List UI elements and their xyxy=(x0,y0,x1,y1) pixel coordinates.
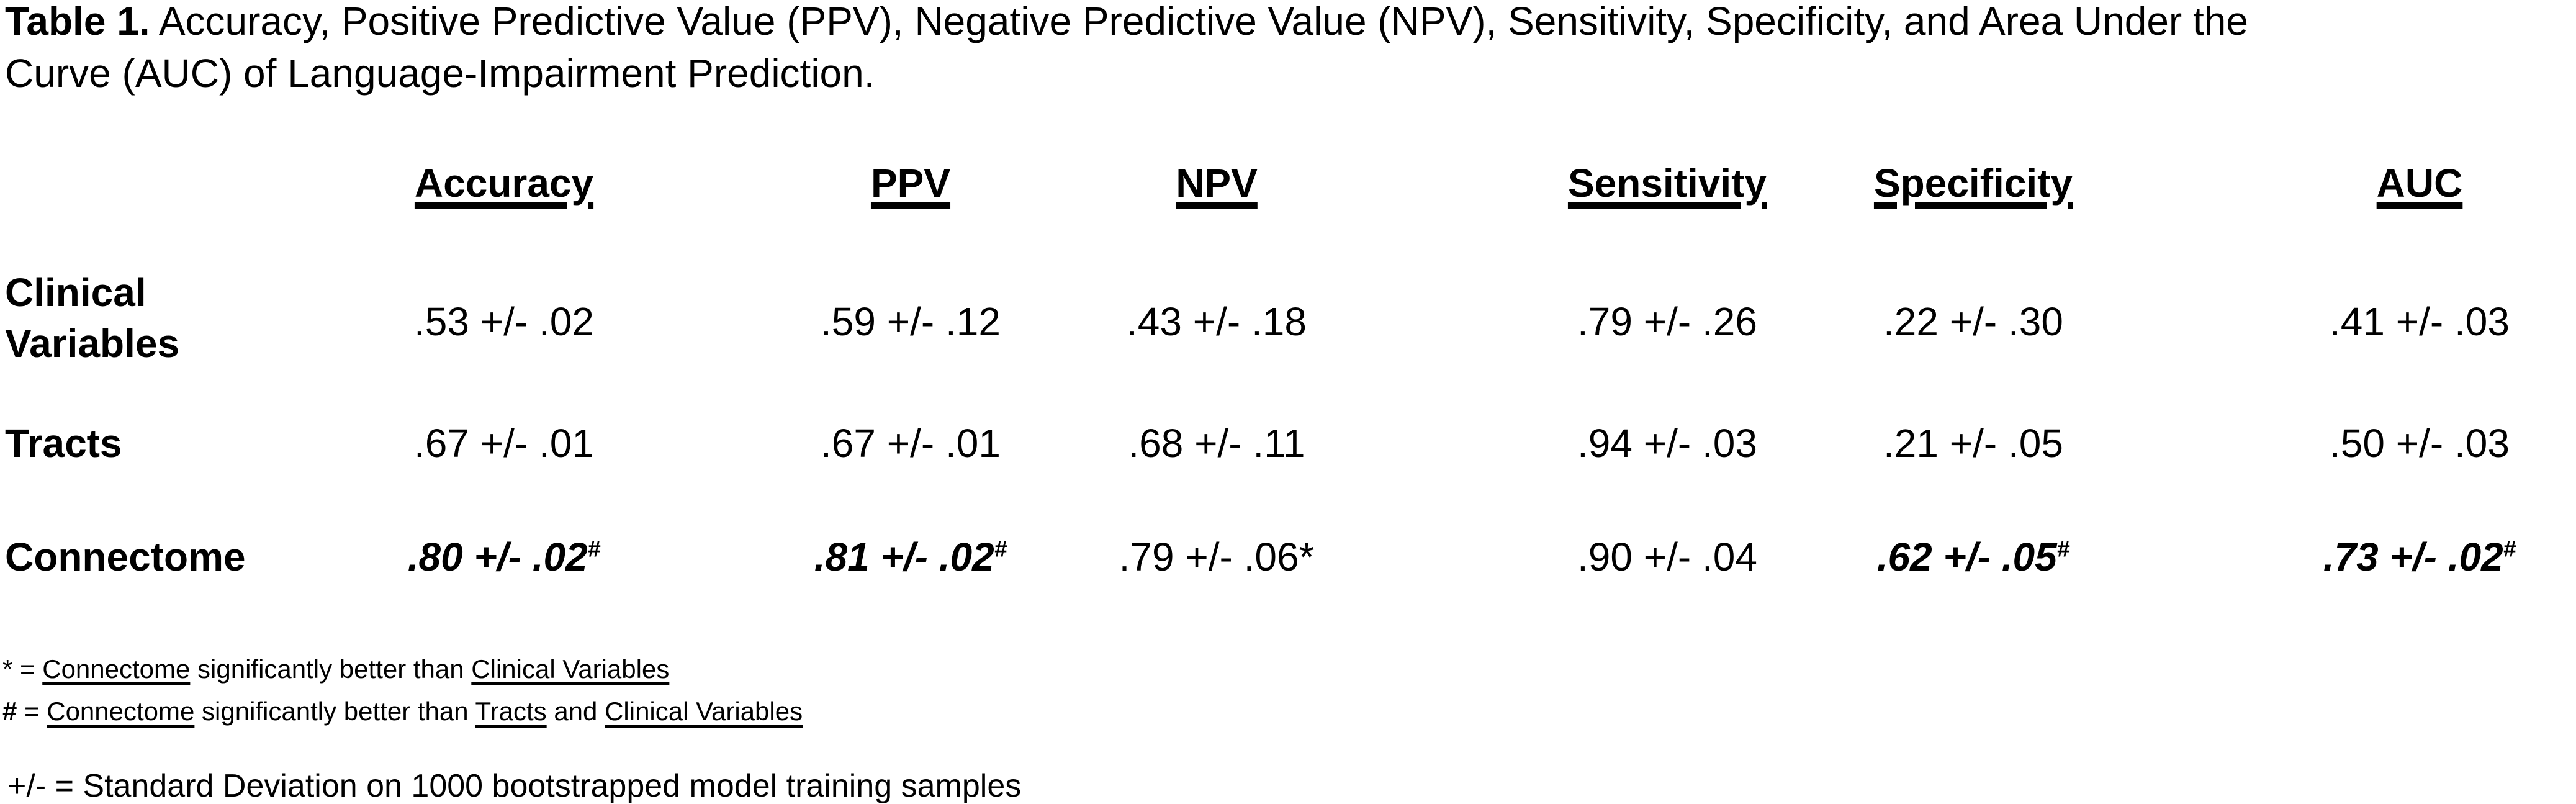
table-caption-number: Table 1. xyxy=(5,0,150,43)
cell-clinical-sensitivity: .79 +/- .26 xyxy=(1577,299,1757,344)
footnote-text: significantly better than xyxy=(190,654,472,684)
cell-connectome-npv: .79 +/- .06* xyxy=(1119,535,1315,579)
table-caption-line2: Curve (AUC) of Language-Impairment Predi… xyxy=(5,51,875,96)
cell-tracts-accuracy: .67 +/- .01 xyxy=(414,421,594,466)
footnote-target-clinical: Clinical Variables xyxy=(605,697,803,726)
cell-connectome-sensitivity: .90 +/- .04 xyxy=(1577,535,1757,579)
column-header-accuracy: Accuracy xyxy=(414,161,594,206)
footnote-text: significantly better than xyxy=(194,697,475,726)
column-header-sensitivity: Sensitivity xyxy=(1567,161,1767,206)
cell-clinical-npv: .43 +/- .18 xyxy=(1127,299,1307,344)
footnote-subject: Connectome xyxy=(42,654,191,684)
footnote-hash: # = Connectome significantly better than… xyxy=(2,697,803,726)
hash-superscript: # xyxy=(2056,535,2070,562)
footnote-target: Clinical Variables xyxy=(471,654,670,684)
table-caption: Table 1. Accuracy, Positive Predictive V… xyxy=(5,0,2248,99)
footnote-separator: = xyxy=(17,697,47,726)
cell-connectome-auc: .73 +/- .02# xyxy=(2323,534,2516,580)
hash-superscript: # xyxy=(587,535,601,562)
hash-symbol: # xyxy=(2,697,17,726)
column-header-npv: NPV xyxy=(1176,161,1258,206)
cell-clinical-auc: .41 +/- .03 xyxy=(2330,299,2510,344)
cell-value: .80 +/- .02 xyxy=(407,535,588,579)
cell-value: .73 +/- .02 xyxy=(2323,535,2503,579)
footnote-subject: Connectome xyxy=(47,697,195,726)
cell-clinical-specificity: .22 +/- .30 xyxy=(1883,299,2063,344)
cell-connectome-specificity: .62 +/- .05# xyxy=(1877,534,2070,580)
cell-connectome-ppv: .81 +/- .02# xyxy=(814,534,1007,580)
footnote-conjunction: and xyxy=(546,697,605,726)
cell-clinical-ppv: .59 +/- .12 xyxy=(821,299,1001,344)
footnote-separator: = xyxy=(12,654,43,684)
cell-tracts-specificity: .21 +/- .05 xyxy=(1883,421,2063,466)
footnote-asterisk: * = Connectome significantly better than… xyxy=(2,654,669,684)
cell-value: .81 +/- .02 xyxy=(814,535,994,579)
column-header-specificity: Specificity xyxy=(1873,161,2073,206)
hash-superscript: # xyxy=(2503,535,2516,562)
row-label-tracts: Tracts xyxy=(5,421,122,466)
cell-clinical-accuracy: .53 +/- .02 xyxy=(414,299,594,344)
row-label-clinical-variables: Clinical Variables xyxy=(5,270,180,366)
footnote-target-tracts: Tracts xyxy=(475,697,547,726)
column-header-ppv: PPV xyxy=(870,161,951,206)
cell-tracts-auc: .50 +/- .03 xyxy=(2330,421,2510,466)
cell-tracts-npv: .68 +/- .11 xyxy=(1128,421,1305,466)
cell-tracts-sensitivity: .94 +/- .03 xyxy=(1577,421,1757,466)
hash-superscript: # xyxy=(994,535,1007,562)
cell-connectome-accuracy: .80 +/- .02# xyxy=(408,534,601,580)
column-header-auc: AUC xyxy=(2376,161,2463,206)
footnote-standard-deviation: +/- = Standard Deviation on 1000 bootstr… xyxy=(7,768,1022,804)
cell-tracts-ppv: .67 +/- .01 xyxy=(821,421,1001,466)
asterisk-symbol: * xyxy=(2,654,13,684)
cell-value: .62 +/- .05 xyxy=(1876,535,2057,579)
row-label-connectome: Connectome xyxy=(5,535,246,579)
table-caption-line1: Accuracy, Positive Predictive Value (PPV… xyxy=(158,0,2248,43)
